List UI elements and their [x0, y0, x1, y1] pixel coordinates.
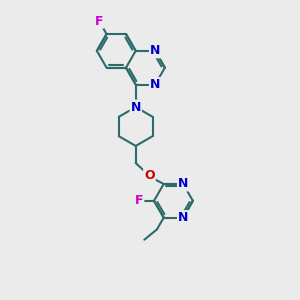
Text: N: N	[178, 211, 188, 224]
Text: O: O	[144, 169, 155, 182]
Text: N: N	[150, 78, 160, 91]
Text: N: N	[178, 178, 188, 190]
Text: N: N	[130, 100, 141, 114]
Text: F: F	[135, 194, 143, 207]
Text: N: N	[150, 44, 160, 57]
Text: F: F	[95, 15, 103, 28]
